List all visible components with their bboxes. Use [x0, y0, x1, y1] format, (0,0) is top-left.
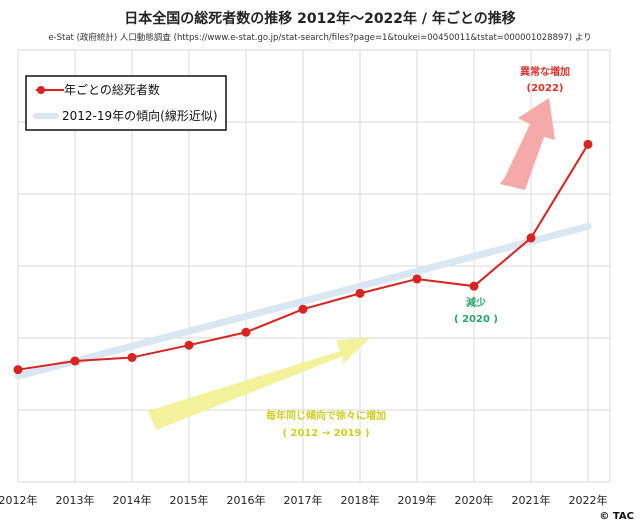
- data-point: [412, 274, 422, 284]
- chart-title: 日本全国の総死者数の推移 2012年〜2022年 / 年ごとの推移: [124, 11, 516, 27]
- x-tick-label: 2015年: [170, 493, 209, 507]
- x-tick-label: 2017年: [284, 493, 323, 507]
- data-point: [184, 340, 194, 350]
- x-tick-label: 2018年: [341, 493, 380, 507]
- x-tick-label: 2020年: [455, 493, 494, 507]
- legend-label-series: 年ごとの総死者数: [64, 82, 160, 97]
- annotation-decrease-year: ( 2020 ): [454, 314, 498, 325]
- death-series: [13, 139, 593, 375]
- annotation-gradual: 毎年同じ傾向で徐々に増加: [266, 409, 386, 422]
- data-point: [298, 304, 308, 314]
- data-point: [70, 356, 80, 366]
- data-point: [355, 288, 365, 298]
- trend-arrows: [148, 98, 555, 430]
- annotation-surge-year: (2022): [527, 83, 564, 94]
- data-point: [127, 352, 137, 362]
- red-arrow-shape: [500, 98, 555, 190]
- annotations: 異常な増加 (2022) 減少 ( 2020 ) 毎年同じ傾向で徐々に増加 ( 2012 …: [266, 65, 570, 439]
- x-tick-label: 2019年: [398, 493, 437, 507]
- data-point: [13, 365, 23, 375]
- legend-swatch-point: [37, 86, 45, 94]
- trend-series: [14, 222, 592, 380]
- annotation-decrease: 減少: [466, 296, 486, 309]
- legend: 年ごとの総死者数 2012-19年の傾向(線形近似): [25, 75, 227, 131]
- x-axis-ticks: 2012年 2013年 2014年 2015年 2016年 2017年 2018年 2019年…: [0, 493, 608, 507]
- copyright: © TAC: [599, 511, 634, 522]
- data-point: [526, 233, 536, 243]
- legend-label-trend: 2012-19年の傾向(線形近似): [62, 108, 218, 123]
- data-point: [241, 327, 251, 337]
- x-tick-label: 2022年: [569, 493, 608, 507]
- x-tick-label: 2014年: [113, 493, 152, 507]
- yellow-arrow-shape: [148, 338, 370, 430]
- x-tick-label: 2013年: [56, 493, 95, 507]
- x-tick-label: 2012年: [0, 493, 38, 507]
- annotation-surge: 異常な増加: [520, 65, 570, 78]
- data-point: [469, 281, 479, 291]
- annotation-gradual-year: ( 2012 → 2019 ): [282, 428, 369, 439]
- trend-line: [14, 222, 592, 380]
- x-tick-label: 2021年: [512, 493, 551, 507]
- x-tick-label: 2016年: [227, 493, 266, 507]
- legend-box: [25, 75, 227, 131]
- data-point: [583, 139, 593, 149]
- chart-subtitle: e-Stat (政府統計) 人口動態調査 (https://www.e-stat…: [48, 33, 592, 43]
